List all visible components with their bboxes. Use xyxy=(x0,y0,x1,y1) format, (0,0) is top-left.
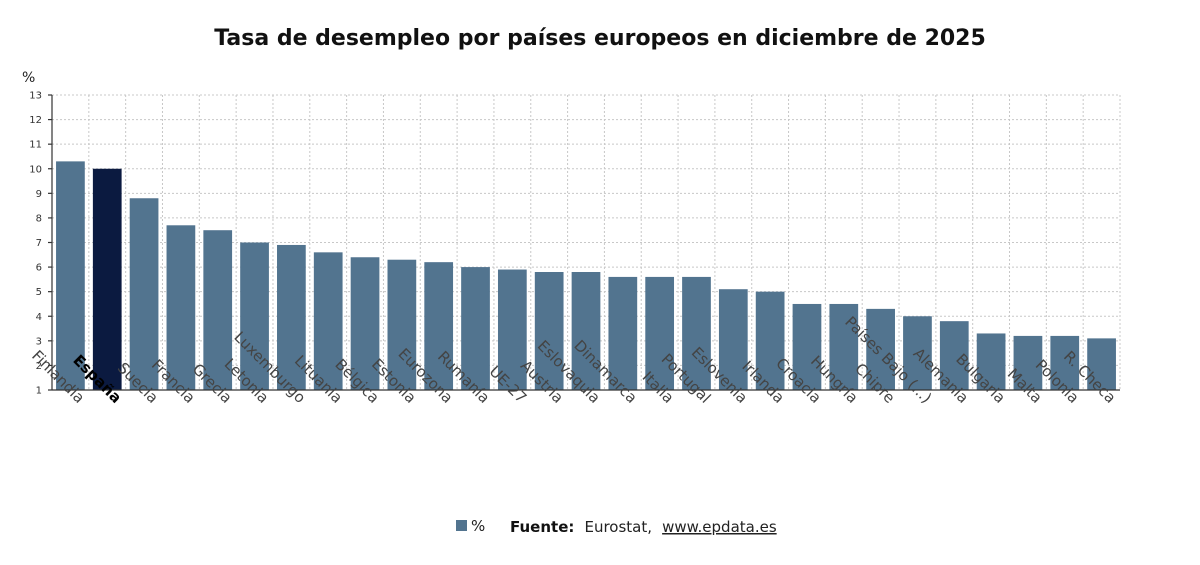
bar xyxy=(534,272,564,390)
bar xyxy=(92,168,122,390)
axes xyxy=(48,94,1120,391)
y-tick-label: 2 xyxy=(36,361,42,372)
source-link[interactable]: www.epdata.es xyxy=(662,518,777,536)
bar xyxy=(277,244,306,390)
source: Fuente: Eurostat, www.epdata.es xyxy=(510,517,777,536)
legend: % xyxy=(456,517,485,535)
bar xyxy=(976,333,1006,390)
bar xyxy=(166,225,196,390)
y-tick-label: 12 xyxy=(29,115,42,126)
y-tick-label: 3 xyxy=(36,336,42,347)
y-tick-label: 8 xyxy=(36,213,42,224)
bar xyxy=(129,198,159,390)
bar xyxy=(387,259,417,390)
bar xyxy=(571,272,601,390)
bar xyxy=(682,276,711,390)
legend-label: % xyxy=(471,517,485,535)
source-text: Eurostat, xyxy=(584,518,652,536)
y-tick-label: 7 xyxy=(36,238,42,249)
legend-swatch xyxy=(456,520,467,531)
bar xyxy=(313,252,343,390)
svg-text:Fuente: Eurostat,: Fuente: Eurostat, www.epdata.es xyxy=(510,517,777,536)
bar xyxy=(240,242,269,390)
bar xyxy=(755,291,785,390)
y-tick-label: 11 xyxy=(29,140,42,151)
y-tick-label: 5 xyxy=(36,287,42,298)
bar xyxy=(350,257,380,390)
bar xyxy=(424,262,454,390)
bar xyxy=(608,276,638,390)
bar xyxy=(939,321,969,390)
bar xyxy=(1013,335,1043,390)
bar xyxy=(792,303,822,390)
y-tick-label: 4 xyxy=(36,312,42,323)
y-tick-label: 9 xyxy=(36,189,42,200)
bars xyxy=(56,161,1116,390)
bar xyxy=(497,269,527,390)
bar xyxy=(903,316,932,390)
y-tick-label: 6 xyxy=(36,263,42,274)
bar xyxy=(203,230,233,390)
bar xyxy=(718,289,748,390)
bar xyxy=(866,308,895,390)
y-tick-label: 1 xyxy=(36,386,42,397)
y-tick-label: 13 xyxy=(29,91,42,102)
source-label: Fuente: xyxy=(510,518,574,536)
bar xyxy=(829,303,859,390)
bar xyxy=(1087,338,1116,390)
y-tick-label: 10 xyxy=(29,164,42,175)
bar xyxy=(461,267,490,390)
y-axis-unit: % xyxy=(22,70,35,86)
chart-title: Tasa de desempleo por países europeos en… xyxy=(214,26,986,51)
bar xyxy=(645,276,675,390)
bar xyxy=(56,161,85,390)
bar xyxy=(1050,335,1080,390)
